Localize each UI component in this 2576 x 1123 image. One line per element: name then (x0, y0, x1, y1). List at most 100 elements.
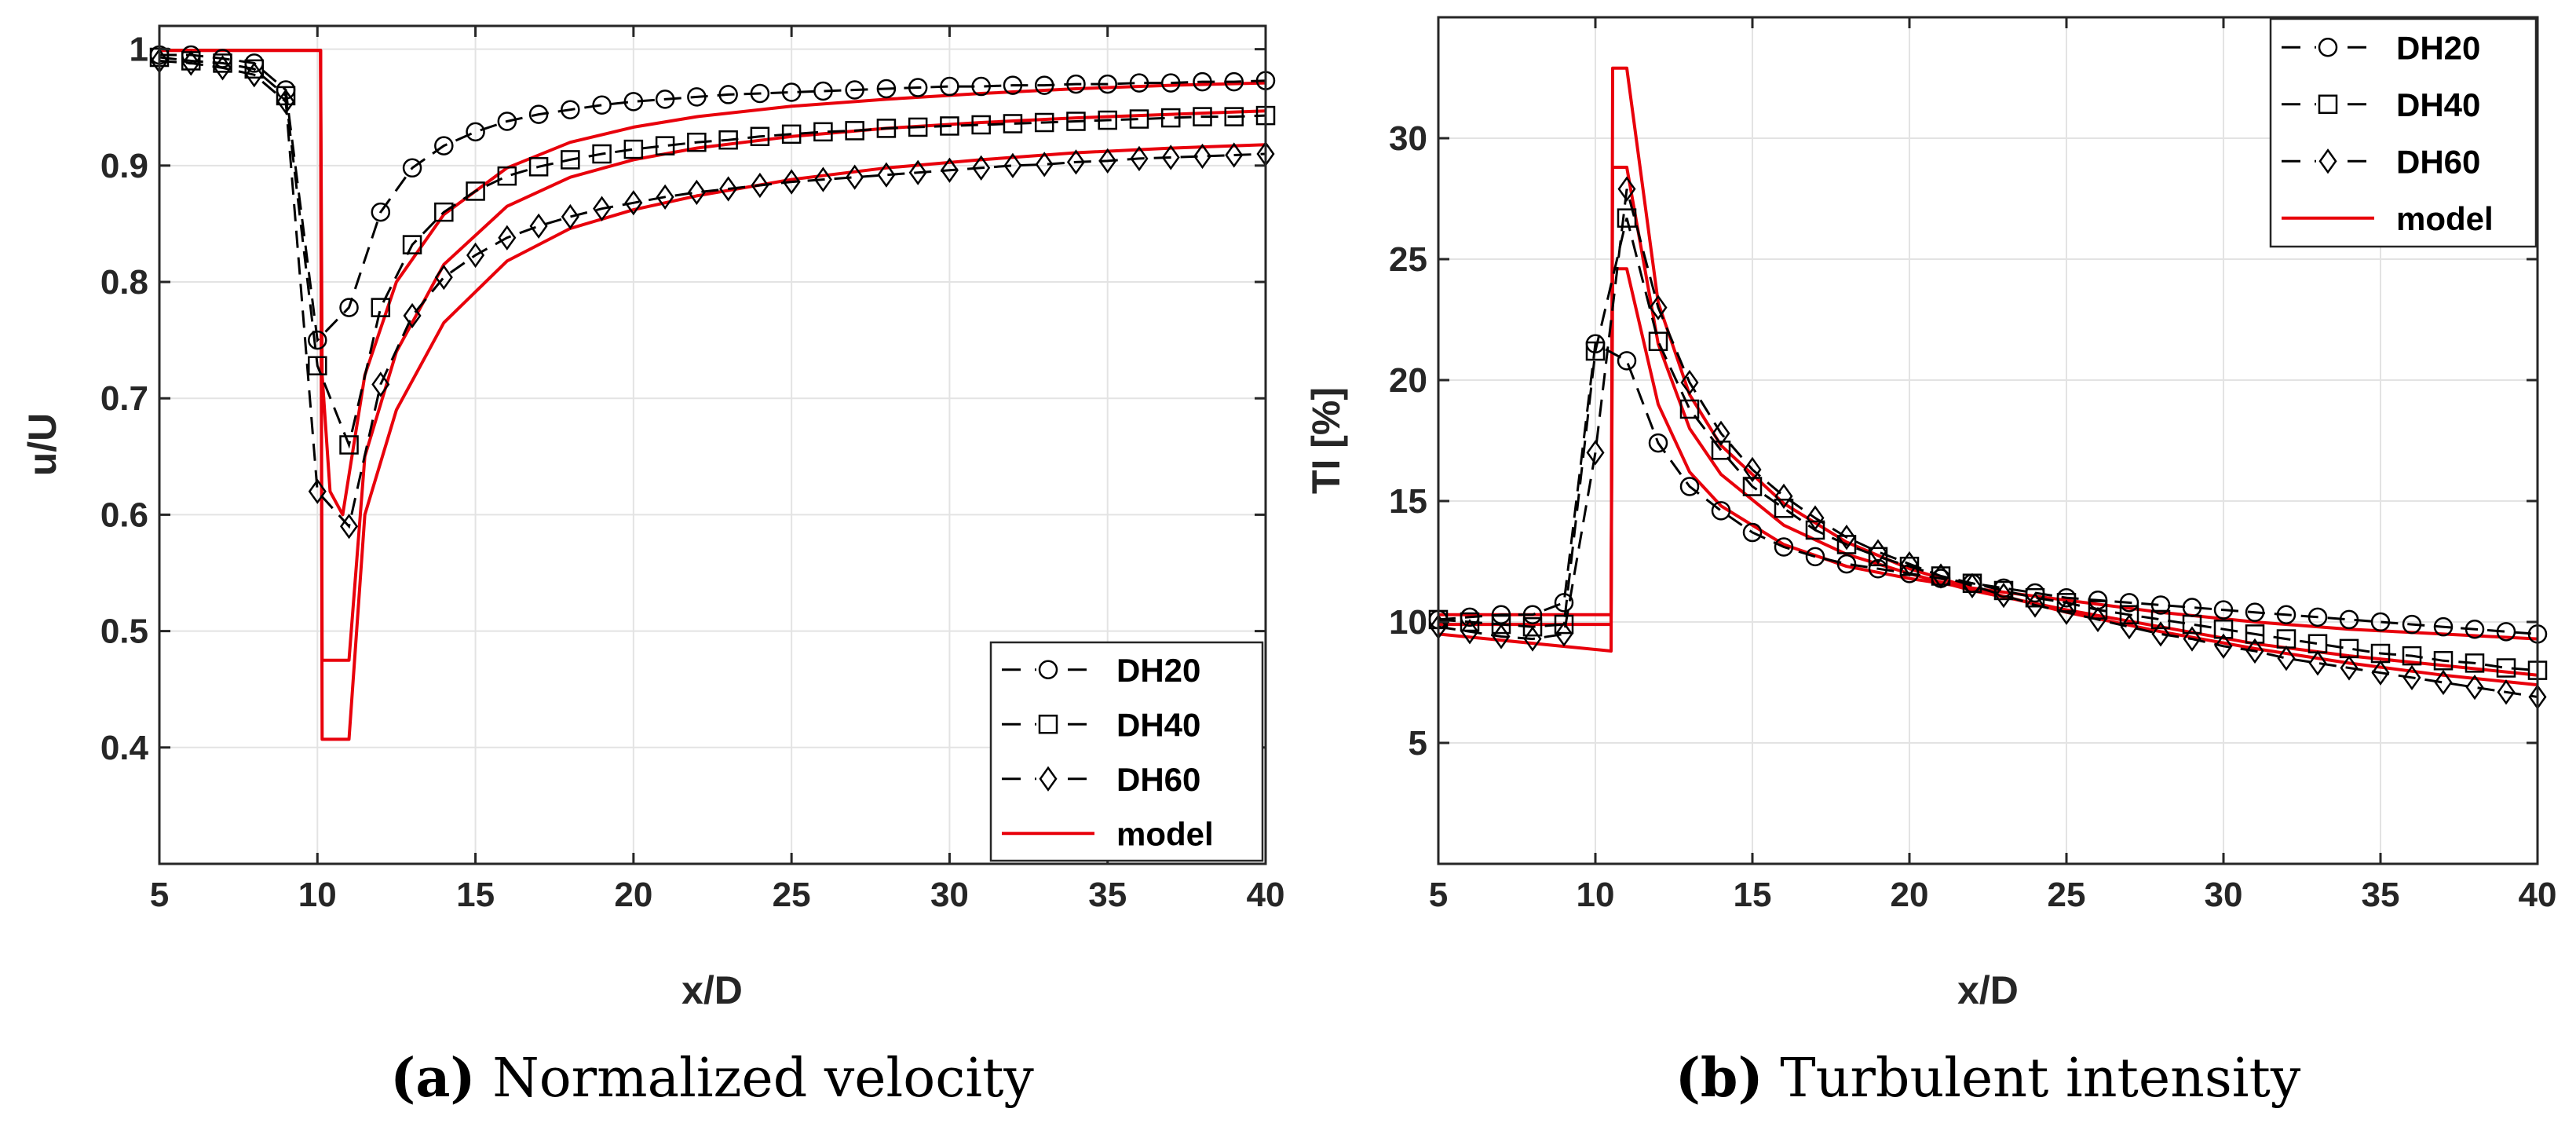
turbulence-dh40-line (1438, 218, 2538, 672)
velocity-dh40-point (971, 115, 991, 135)
velocity-legend-marker-dh20 (1038, 660, 1058, 679)
velocity-model-curve-1 (159, 49, 1266, 517)
velocity-dh40-point (528, 157, 549, 177)
turbulence-dh40-point (1679, 399, 1700, 419)
turbulence-dh60-point (2057, 599, 2076, 625)
velocity-dh20-point (718, 85, 738, 104)
turbulence-dh60-point (2308, 650, 2327, 676)
velocity-dh40-point (497, 166, 517, 186)
turbulence-dh60-point (2183, 626, 2201, 652)
velocity-dh60-point (340, 514, 359, 540)
velocity-dh20-point (623, 92, 644, 112)
turbulence-dh60-point (2402, 664, 2421, 690)
turbulence-dh60-point (1743, 456, 1762, 483)
velocity-dh20-point (940, 76, 959, 97)
turbulence-dh40-point (1648, 331, 1668, 351)
turbulence-dh20-line (1438, 342, 2538, 635)
velocity-dh20-point (876, 79, 897, 99)
turbulence-dh60-point (2434, 669, 2453, 696)
turbulence-dh60-point (1523, 626, 1542, 652)
velocity-dh20-point (497, 112, 517, 131)
turbulence-dh40-point (2150, 609, 2171, 630)
velocity-x-tick-label: 15 (456, 876, 495, 914)
velocity-dh20-point (592, 95, 612, 115)
turbulence-dh20-point (1711, 501, 1731, 521)
turbulence-legend-item-dh60: DH60 (2282, 143, 2480, 180)
turbulence-caption-text: Turbulent intensity (1763, 1048, 2301, 1110)
velocity-dh60-point (1003, 152, 1022, 178)
turbulence-dh40-point (1868, 547, 1888, 567)
velocity-y-tick-label: 0.7 (100, 379, 148, 418)
turbulence-y-tick-label: 20 (1389, 361, 1427, 400)
turbulence-dh40-point (1522, 616, 1543, 637)
velocity-dh20-line (159, 53, 1266, 343)
turbulence-dh20-point (2433, 616, 2454, 637)
turbulence-dh60-point (1680, 369, 1699, 396)
velocity-dh60-point (782, 169, 801, 195)
velocity-dh40-point (1098, 110, 1117, 130)
velocity-dh40-point (623, 139, 644, 159)
turbulence-dh20-point (2496, 622, 2516, 642)
velocity-dh40-point (371, 298, 391, 317)
turbulence-dh60-point (2214, 633, 2233, 659)
turbulence-dh20-point (2245, 602, 2265, 622)
velocity-axes-box (158, 24, 1267, 865)
turbulence-y-axis-label: TI [%] (1304, 387, 1348, 494)
velocity-dh60-point (434, 264, 453, 291)
velocity-dh20-point (466, 122, 485, 142)
velocity-legend-marker-dh60 (1039, 766, 1058, 792)
turbulence-series-dh40 (1428, 208, 2548, 680)
velocity-legend-label: DH20 (1116, 652, 1200, 689)
velocity-dh60-point (940, 157, 959, 183)
turbulence-dh40-point (2213, 619, 2234, 639)
turbulence-dh60-point (1555, 621, 1573, 647)
turbulence-dh60-point (1806, 505, 1825, 531)
velocity-dh20-point (655, 90, 675, 109)
velocity-dh60-point (1035, 152, 1054, 177)
velocity-dh40-point (750, 126, 770, 147)
velocity-dh60-point (561, 203, 579, 230)
turbulence-dh60-point (2026, 592, 2044, 618)
velocity-dh40-point (213, 53, 232, 73)
turbulence-legend-item-dh20: DH20 (2282, 29, 2480, 66)
velocity-dh40-point (845, 121, 864, 141)
velocity-y-tick-label: 0.9 (100, 147, 148, 185)
velocity-legend-label: DH40 (1116, 706, 1200, 743)
turbulence-dh60-point (1837, 525, 1856, 551)
velocity-dh40-point (1193, 107, 1212, 126)
turbulence-ticks: 5 10 15 20 25 30 35 40 5 10 15 20 25 30 (1389, 17, 2556, 914)
velocity-legend-item-dh20: DH20 (1002, 652, 1200, 689)
velocity-dh20-point (1129, 73, 1149, 93)
turbulence-x-axis-label: x/D (1957, 968, 2019, 1012)
turbulence-dh40-point (2119, 605, 2139, 625)
turbulence-legend-label: DH60 (2396, 143, 2480, 180)
turbulence-dh20-point (2370, 612, 2391, 632)
turbulence-legend-marker-dh20 (2318, 38, 2338, 57)
velocity-legend: DH20 DH40 DH60 model (989, 641, 1264, 862)
velocity-x-tick-label: 25 (773, 876, 811, 914)
velocity-dh40-point (940, 116, 959, 136)
turbulence-legend-label: model (2396, 200, 2494, 237)
turbulence-dh60-point (2340, 655, 2359, 681)
velocity-dh20-point (339, 298, 359, 317)
turbulence-dh60-point (2371, 660, 2390, 686)
velocity-dh60-point (371, 371, 390, 397)
turbulence-dh60-point (2151, 621, 2170, 647)
turbulence-x-tick-label: 20 (1891, 876, 1929, 914)
turbulence-dh40-point (2245, 624, 2265, 644)
velocity-legend-label: DH60 (1116, 761, 1200, 798)
turbulence-dh40-point (2496, 658, 2516, 678)
turbulence-dh40-point (1774, 498, 1794, 518)
velocity-x-tick-label: 30 (930, 876, 969, 914)
velocity-legend-item-model: model (1002, 815, 1214, 852)
velocity-dh20-point (371, 202, 391, 222)
turbulence-dh60-point (2120, 614, 2139, 640)
velocity-x-tick-label: 5 (150, 876, 169, 914)
velocity-dh40-point (308, 356, 327, 375)
velocity-legend-marker-dh40 (1038, 715, 1058, 734)
turbulence-dh60-point (1900, 551, 1919, 577)
velocity-dh40-point (655, 136, 675, 155)
turbulence-legend-marker-dh40 (2318, 94, 2338, 114)
turbulence-model-curve-3 (1438, 66, 2538, 687)
velocity-dh40-point (781, 124, 802, 144)
